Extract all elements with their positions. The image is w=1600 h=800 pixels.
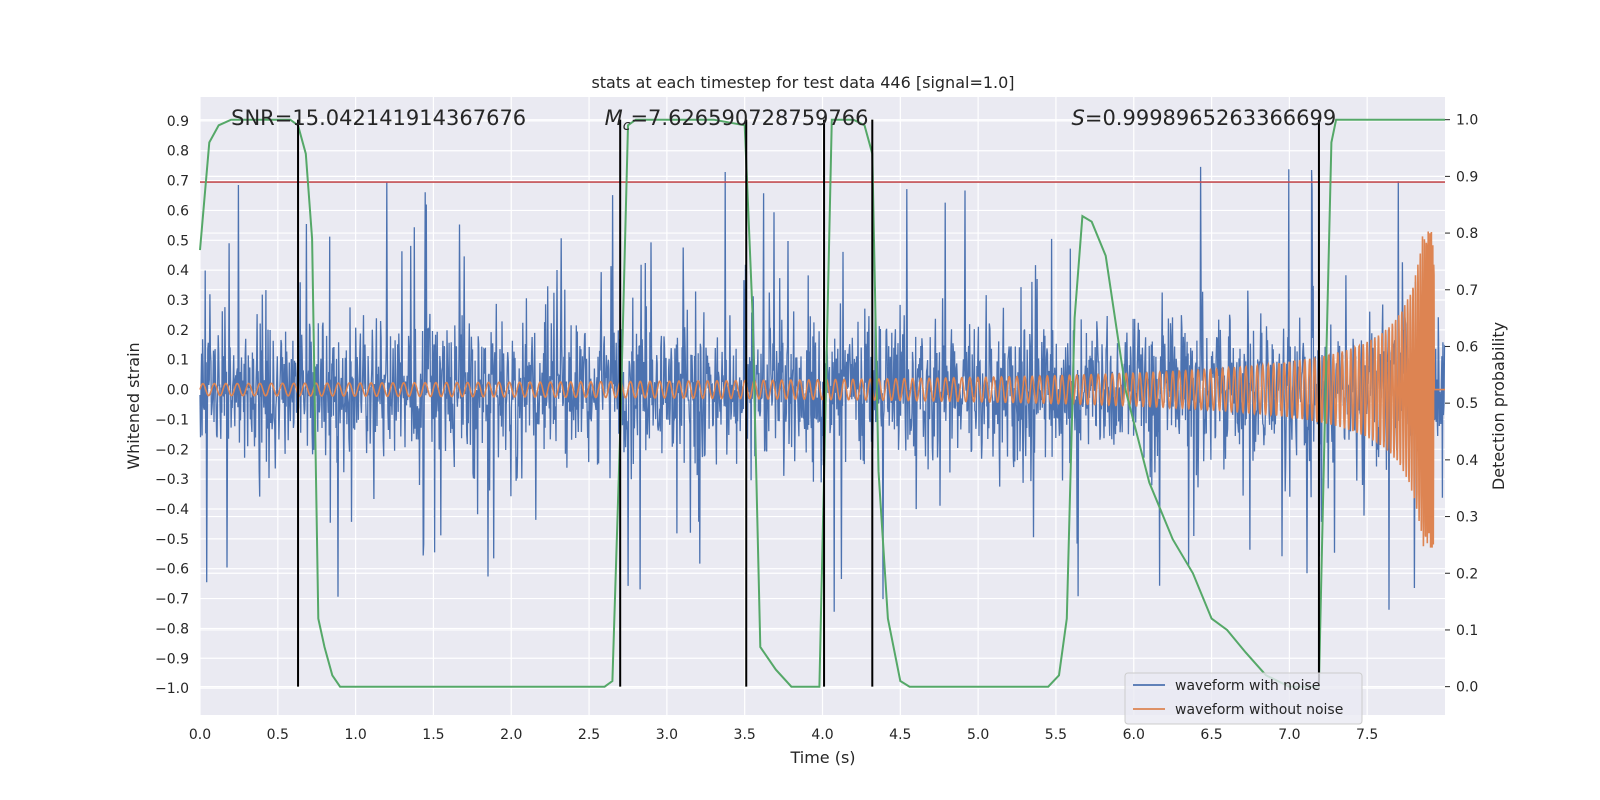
y-tick-label-left: −0.5 <box>155 532 189 548</box>
y-tick-label-left: 0.9 <box>167 114 189 130</box>
x-tick-label: 0.5 <box>267 727 289 743</box>
snr-annotation: SNR=15.042141914367676 <box>231 106 526 130</box>
s-symbol: S <box>1072 106 1085 130</box>
mc-subscript: c <box>623 118 631 134</box>
y-tick-label-right: 0.0 <box>1456 680 1478 696</box>
x-tick-label: 7.0 <box>1278 727 1300 743</box>
y-tick-label-right: 0.5 <box>1456 396 1478 412</box>
legend-box <box>1124 672 1363 725</box>
y-tick-label-right: 0.1 <box>1456 623 1478 639</box>
y-tick-label-left: 0.6 <box>167 203 189 219</box>
noise-waveform-line <box>199 166 1446 612</box>
x-tick-label: 3.5 <box>734 727 756 743</box>
y-tick-label-right: 0.7 <box>1456 283 1478 299</box>
x-tick-label: 0.0 <box>189 727 211 743</box>
detection-vlines <box>297 119 1320 687</box>
y-tick-label-left: 0.1 <box>167 353 189 369</box>
x-tick-label: 5.0 <box>967 727 989 743</box>
y-tick-label-left: 0.2 <box>167 323 189 339</box>
legend-label-clean: waveform without noise <box>1175 702 1343 718</box>
y-tick-label-left: 0.7 <box>167 174 189 190</box>
y-tick-label-left: 0.4 <box>167 263 189 279</box>
detection-probability-line <box>199 118 1445 688</box>
x-tick-label: 2.5 <box>578 727 600 743</box>
x-tick-label: 6.0 <box>1123 727 1145 743</box>
y-tick-label-left: −0.9 <box>155 651 189 667</box>
waveform-with-noise <box>199 166 1446 612</box>
chart-title: stats at each timestep for test data 446… <box>591 73 1014 92</box>
x-tick-label: 6.5 <box>1200 727 1222 743</box>
y-tick-label-left: 0.5 <box>167 233 189 249</box>
y-tick-label-right: 1.0 <box>1456 113 1478 129</box>
y-tick-label-left: −0.2 <box>155 442 189 458</box>
waveform-without-noise <box>199 231 1445 548</box>
x-tick-label: 1.5 <box>422 727 444 743</box>
y-tick-label-left: −0.8 <box>155 621 189 637</box>
y-tick-label-left: 0.8 <box>167 144 189 160</box>
x-axis-label: Time (s) <box>789 748 855 767</box>
y-tick-label-left: −0.3 <box>155 472 189 488</box>
y-tick-label-right: 0.6 <box>1456 339 1478 355</box>
y-tick-label-right: 0.4 <box>1456 453 1478 469</box>
x-tick-label: 2.0 <box>500 727 522 743</box>
x-tick-label: 1.0 <box>344 727 366 743</box>
y-tick-label-left: 0.3 <box>167 293 189 309</box>
y-tick-label-right: 0.9 <box>1456 169 1478 185</box>
y-axis-label-left: Whitened strain <box>124 342 143 469</box>
s-annotation: S=0.9998965263366699 <box>1072 106 1337 130</box>
mc-symbol: M <box>605 106 623 130</box>
y-tick-label-left: −0.4 <box>155 502 189 518</box>
y-tick-label-left: 0.0 <box>167 383 189 399</box>
x-tick-labels: 0.0 0.5 1.0 1.5 2.0 2.5 3.0 3.5 4.0 4.5 5.0 5.5 6.0 6… <box>189 727 1378 743</box>
detection-probability-group <box>199 118 1445 688</box>
y-axis-label-right: Detection probability <box>1489 322 1508 490</box>
legend: waveform with noise waveform without noi… <box>1124 672 1363 725</box>
x-tick-label: 5.5 <box>1045 727 1067 743</box>
y-tick-label-left: −0.6 <box>155 562 189 578</box>
legend-label-noise: waveform with noise <box>1175 678 1320 694</box>
s-value: =0.9998965263366699 <box>1085 106 1336 130</box>
x-tick-label: 4.5 <box>889 727 911 743</box>
y-tick-labels-left: −1.0 −0.9 −0.8 −0.7 −0.6 −0.5 −0.4 −0.3 −0.2 −0.1… <box>155 114 189 697</box>
clean-waveform-line <box>199 231 1445 548</box>
y-tick-label-right: 0.2 <box>1456 566 1478 582</box>
y-tick-label-left: −1.0 <box>155 681 189 697</box>
y-tick-labels-right: 0.0 0.1 0.2 0.3 0.4 0.5 0.6 0.7 0.8 0.9 1.0 <box>1445 113 1478 696</box>
mc-value: =7.626590728759766 <box>630 106 868 130</box>
x-tick-label: 7.5 <box>1356 727 1378 743</box>
y-tick-label-right: 0.3 <box>1456 510 1478 526</box>
y-tick-label-left: −0.1 <box>155 412 189 428</box>
stat-annotations: SNR=15.042141914367676 Mc=7.626590728759… <box>231 106 1336 134</box>
y-tick-label-left: −0.7 <box>155 592 189 608</box>
chirp-mass-annotation: Mc=7.626590728759766 <box>605 106 869 134</box>
x-tick-label: 3.0 <box>656 727 678 743</box>
y-tick-label-right: 0.8 <box>1456 226 1478 242</box>
x-tick-label: 4.0 <box>811 727 833 743</box>
